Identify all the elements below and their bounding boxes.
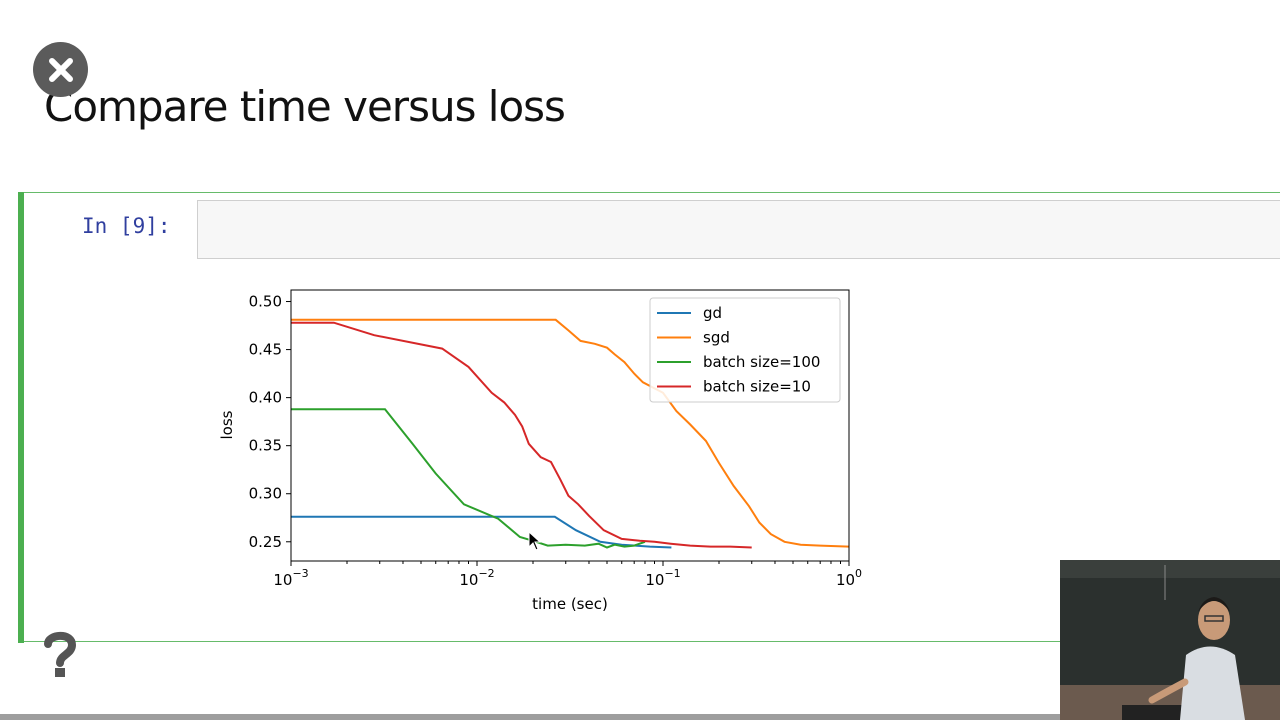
legend-label: sgd xyxy=(703,329,730,347)
legend-box xyxy=(649,297,841,403)
y-tick-label: 0.50 xyxy=(249,293,282,311)
notebook-cell[interactable] xyxy=(18,192,1280,643)
x-tick-label: 100 xyxy=(836,567,862,589)
y-tick-label: 0.35 xyxy=(249,437,282,455)
chart-legend: gd sgd batch size=100 batch size=10 xyxy=(649,297,841,403)
x-tick-label: 10−2 xyxy=(459,567,494,589)
series-line-batch-size-10 xyxy=(291,321,752,549)
close-slide-button[interactable] xyxy=(33,42,88,97)
y-tick-label: 0.40 xyxy=(249,389,282,407)
loss-chart: 10−3 10−2 10−1 1000.250.300.350.400.450.50 … xyxy=(218,289,862,613)
progress-track xyxy=(0,714,1060,720)
y-tick-label: 0.45 xyxy=(249,341,282,359)
y-axis-label: loss xyxy=(218,410,236,439)
x-tick-label: 10−1 xyxy=(645,567,680,589)
help-button[interactable] xyxy=(40,628,80,678)
legend-label: gd xyxy=(703,304,722,322)
mouse-cursor-icon xyxy=(528,531,542,551)
code-input-area[interactable] xyxy=(197,200,1280,259)
y-tick-label: 0.25 xyxy=(249,533,282,551)
legend-label: batch size=10 xyxy=(703,378,811,396)
presenter-webcam xyxy=(1060,560,1280,720)
x-axis-label: time (sec) xyxy=(532,595,608,613)
x-tick-label: 10−3 xyxy=(273,567,308,589)
plot-frame xyxy=(290,289,850,562)
help-icon xyxy=(44,631,77,677)
cell-selection-bar xyxy=(18,192,24,643)
presenter-video-image xyxy=(1060,560,1280,720)
slide-title: Compare time versus loss xyxy=(44,82,566,131)
series-line-batch-size-100 xyxy=(291,408,646,549)
legend-label: batch size=100 xyxy=(703,353,820,371)
y-tick-label: 0.30 xyxy=(249,485,282,503)
input-prompt: In [9]: xyxy=(82,214,171,238)
series-line-gd xyxy=(291,515,672,549)
close-icon xyxy=(48,57,73,82)
